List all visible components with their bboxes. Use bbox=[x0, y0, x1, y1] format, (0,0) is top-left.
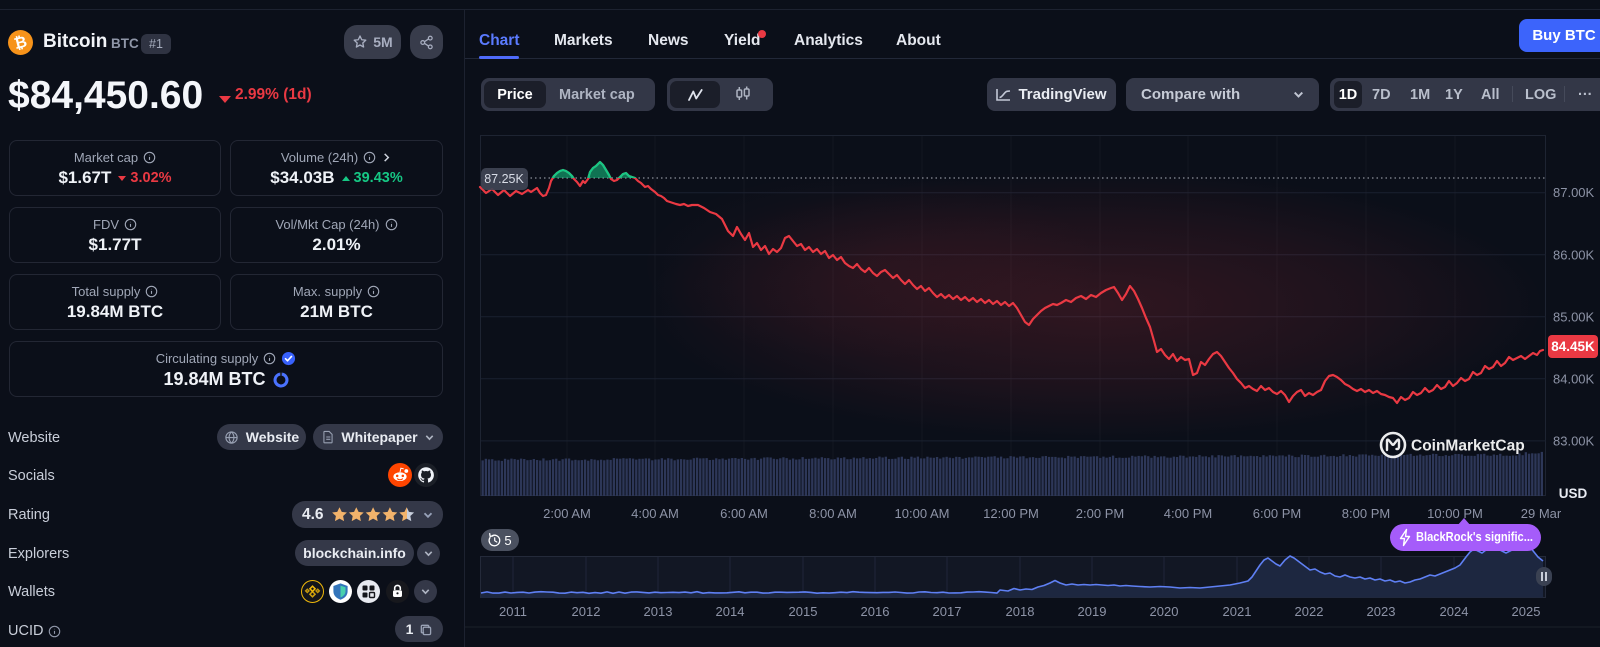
svg-text:10:00 PM: 10:00 PM bbox=[1427, 506, 1483, 521]
svg-text:2015: 2015 bbox=[789, 604, 818, 619]
svg-text:87.25K: 87.25K bbox=[484, 172, 524, 186]
svg-text:8:00 PM: 8:00 PM bbox=[1342, 506, 1390, 521]
svg-text:86.00K: 86.00K bbox=[1553, 247, 1595, 262]
svg-text:2024: 2024 bbox=[1440, 604, 1469, 619]
svg-text:8:00 AM: 8:00 AM bbox=[809, 506, 857, 521]
svg-text:2:00 AM: 2:00 AM bbox=[543, 506, 591, 521]
svg-text:2012: 2012 bbox=[572, 604, 601, 619]
svg-text:2013: 2013 bbox=[644, 604, 673, 619]
svg-text:5: 5 bbox=[504, 533, 511, 548]
svg-text:₿: ₿ bbox=[12, 33, 28, 53]
svg-text:83.00K: 83.00K bbox=[1553, 433, 1595, 448]
svg-text:10:00 AM: 10:00 AM bbox=[895, 506, 950, 521]
svg-text:84.00K: 84.00K bbox=[1553, 371, 1595, 386]
svg-text:87.00K: 87.00K bbox=[1553, 185, 1595, 200]
svg-text:4:00 PM: 4:00 PM bbox=[1164, 506, 1212, 521]
svg-text:2:00 PM: 2:00 PM bbox=[1076, 506, 1124, 521]
svg-text:2021: 2021 bbox=[1223, 604, 1252, 619]
svg-text:2018: 2018 bbox=[1006, 604, 1035, 619]
svg-text:2025: 2025 bbox=[1512, 604, 1541, 619]
svg-text:2022: 2022 bbox=[1295, 604, 1324, 619]
svg-text:2016: 2016 bbox=[861, 604, 890, 619]
svg-text:2023: 2023 bbox=[1367, 604, 1396, 619]
svg-text:85.00K: 85.00K bbox=[1553, 309, 1595, 324]
svg-text:84.45K: 84.45K bbox=[1551, 339, 1595, 354]
svg-text:2014: 2014 bbox=[716, 604, 745, 619]
svg-text:6:00 PM: 6:00 PM bbox=[1253, 506, 1301, 521]
svg-text:4:00 AM: 4:00 AM bbox=[631, 506, 679, 521]
svg-text:2011: 2011 bbox=[499, 604, 527, 619]
svg-text:2020: 2020 bbox=[1150, 604, 1179, 619]
svg-text:BlackRock's signific...: BlackRock's signific... bbox=[1416, 529, 1533, 544]
svg-text:CoinMarketCap: CoinMarketCap bbox=[1411, 438, 1525, 455]
svg-text:2019: 2019 bbox=[1078, 604, 1107, 619]
svg-text:2017: 2017 bbox=[933, 604, 962, 619]
svg-text:12:00 PM: 12:00 PM bbox=[983, 506, 1039, 521]
svg-text:29 Mar: 29 Mar bbox=[1521, 506, 1562, 521]
svg-text:USD: USD bbox=[1559, 486, 1588, 501]
svg-text:6:00 AM: 6:00 AM bbox=[720, 506, 768, 521]
